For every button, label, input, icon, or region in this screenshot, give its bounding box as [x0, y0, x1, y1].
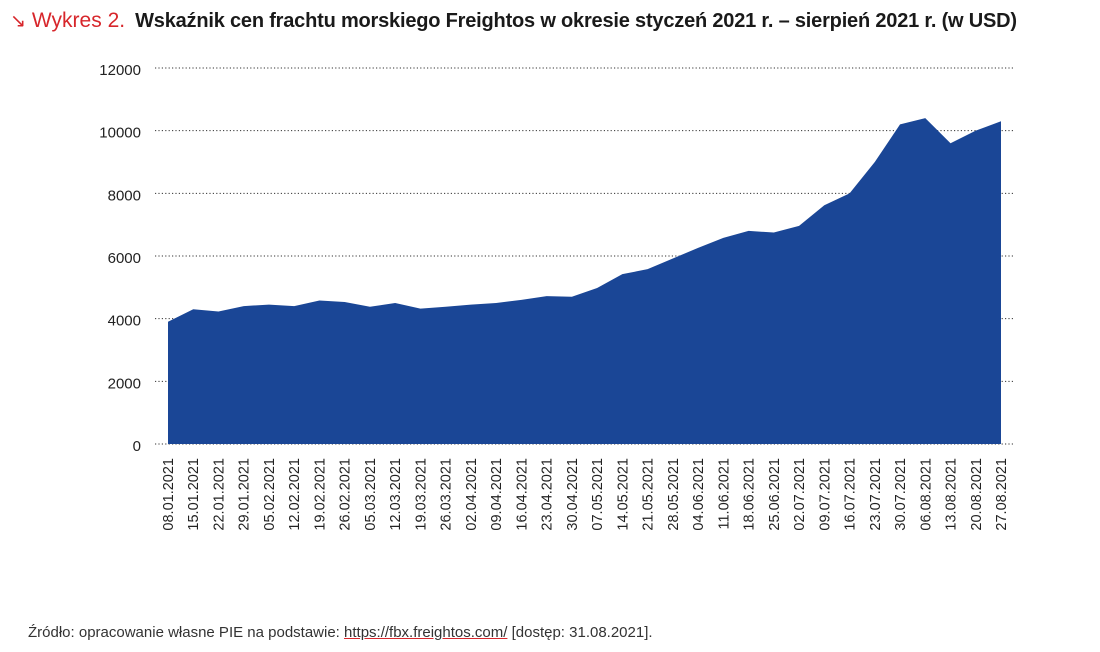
x-tick-label-30: 06.08.2021	[918, 458, 934, 531]
x-tick-label-0: 08.01.2021	[161, 458, 177, 531]
x-tick-label-8: 05.03.2021	[363, 458, 379, 531]
y-tick-label-4000: 4000	[108, 313, 141, 330]
chart-title: Wskaźnik cen frachtu morskiego Freightos…	[135, 9, 1017, 32]
x-tick-label-2: 22.01.2021	[211, 458, 227, 531]
x-tick-label-5: 12.02.2021	[287, 458, 303, 531]
x-tick-label-24: 25.06.2021	[767, 458, 783, 531]
source-link[interactable]: https://fbx.freightos.com/	[344, 624, 508, 641]
x-tick-label-1: 15.01.2021	[186, 458, 202, 531]
x-tick-label-9: 12.03.2021	[388, 458, 404, 531]
x-tick-label-4: 05.02.2021	[262, 458, 278, 531]
x-tick-label-32: 20.08.2021	[969, 458, 985, 531]
x-tick-label-11: 26.03.2021	[439, 458, 455, 531]
x-tick-label-14: 16.04.2021	[514, 458, 530, 531]
x-tick-label-33: 27.08.2021	[994, 458, 1010, 531]
x-tick-label-23: 18.06.2021	[742, 458, 758, 531]
y-tick-label-6000: 6000	[108, 250, 141, 267]
y-tick-label-2000: 2000	[108, 375, 141, 392]
x-tick-label-18: 14.05.2021	[615, 458, 631, 531]
freight-index-chart: 0 2000 4000 6000 8000 10000 12000 08.01.2021 15.…	[99, 62, 1013, 531]
arrow-down-right-icon: ↘	[10, 10, 26, 32]
x-tick-label-26: 09.07.2021	[817, 458, 833, 531]
x-tick-label-7: 26.02.2021	[338, 458, 354, 531]
figure-label: Wykres 2.	[31, 9, 126, 32]
x-tick-label-20: 28.05.2021	[666, 458, 682, 531]
x-tick-label-22: 11.06.2021	[716, 458, 732, 530]
x-tick-label-13: 09.04.2021	[489, 458, 505, 531]
x-tick-label-25: 02.07.2021	[792, 458, 808, 531]
x-tick-label-6: 19.02.2021	[312, 458, 328, 531]
x-tick-label-28: 23.07.2021	[868, 458, 884, 531]
source-suffix: [dostęp: 31.08.2021].	[507, 624, 653, 641]
chart-header: ↘ Wykres 2. Wskaźnik cen frachtu morskie…	[10, 6, 1017, 36]
x-tick-label-29: 30.07.2021	[893, 458, 909, 531]
x-tick-label-21: 04.06.2021	[691, 458, 707, 531]
x-tick-label-3: 29.01.2021	[237, 458, 253, 531]
x-tick-label-31: 13.08.2021	[944, 458, 960, 531]
x-tick-label-27: 16.07.2021	[843, 458, 859, 531]
source-note: Źródło: opracowanie własne PIE na podsta…	[28, 624, 653, 641]
source-prefix: Źródło: opracowanie własne PIE na podsta…	[28, 624, 345, 641]
x-tick-label-19: 21.05.2021	[641, 458, 657, 531]
x-tick-label-10: 19.03.2021	[413, 458, 429, 531]
x-tick-label-15: 23.04.2021	[540, 458, 556, 531]
y-tick-label-0: 0	[133, 438, 141, 455]
y-tick-label-12000: 12000	[99, 62, 141, 79]
y-tick-label-8000: 8000	[108, 187, 141, 204]
x-tick-label-17: 07.05.2021	[590, 458, 606, 531]
area-series	[168, 118, 1001, 444]
x-tick-label-12: 02.04.2021	[464, 458, 480, 531]
x-tick-label-16: 30.04.2021	[565, 458, 581, 531]
y-tick-label-10000: 10000	[99, 125, 141, 142]
